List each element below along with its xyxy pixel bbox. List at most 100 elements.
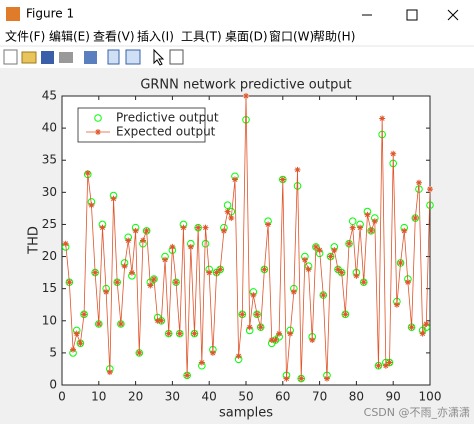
- marker: [309, 337, 316, 344]
- marker: [94, 114, 102, 122]
- marker: [95, 129, 101, 135]
- tool-property[interactable]: [169, 49, 184, 65]
- menu-item[interactable]: 帮助(H): [313, 30, 355, 44]
- tool-legend[interactable]: [125, 49, 141, 65]
- marker: [202, 224, 209, 231]
- marker: [198, 359, 205, 366]
- y-tick-label: 20: [42, 249, 57, 263]
- marker: [184, 372, 191, 379]
- marker: [279, 176, 286, 183]
- marker: [401, 227, 408, 234]
- menu-item[interactable]: 编辑(E): [49, 29, 90, 44]
- y-tick-label: 5: [49, 345, 57, 359]
- marker: [379, 115, 386, 122]
- marker: [323, 375, 330, 382]
- menu-item[interactable]: 文件(F): [5, 29, 45, 44]
- marker: [423, 320, 430, 327]
- menu-item[interactable]: 查看(V): [93, 30, 135, 44]
- marker: [382, 362, 389, 369]
- marker: [158, 317, 165, 324]
- marker: [154, 317, 161, 324]
- marker: [136, 349, 143, 356]
- marker: [294, 166, 301, 173]
- marker: [290, 288, 297, 295]
- marker: [84, 170, 91, 177]
- window-chrome: [0, 0, 474, 68]
- marker: [228, 215, 235, 222]
- marker: [206, 269, 213, 276]
- marker: [283, 375, 290, 382]
- marker: [386, 359, 393, 366]
- x-tick-label: 0: [58, 390, 66, 404]
- marker: [419, 330, 426, 337]
- menu-item[interactable]: 插入(I): [137, 30, 174, 44]
- marker: [320, 292, 327, 299]
- marker: [301, 256, 308, 263]
- x-tick-label: 80: [349, 390, 364, 404]
- marker: [338, 269, 345, 276]
- menu-item[interactable]: 窗口(W): [269, 30, 314, 44]
- marker: [128, 269, 135, 276]
- tool-new[interactable]: [3, 49, 18, 65]
- marker: [66, 279, 73, 286]
- marker: [287, 330, 294, 337]
- marker: [217, 266, 224, 273]
- marker: [331, 247, 338, 254]
- marker: [176, 330, 183, 337]
- legend-label: Expected output: [116, 125, 216, 139]
- y-tick-label: 30: [42, 185, 57, 199]
- marker: [357, 224, 364, 231]
- marker: [223, 201, 232, 209]
- marker: [95, 320, 102, 327]
- marker: [106, 369, 113, 376]
- marker: [231, 176, 238, 183]
- y-axis-label: THD: [27, 226, 42, 255]
- menu-item[interactable]: 桌面(D): [225, 30, 268, 44]
- marker: [77, 340, 84, 347]
- tool-link[interactable]: [84, 51, 97, 64]
- maximize-button[interactable]: [406, 9, 418, 21]
- marker: [121, 263, 128, 270]
- marker: [316, 247, 323, 254]
- x-axis-label: samples: [219, 406, 273, 421]
- marker: [117, 320, 124, 327]
- marker: [305, 266, 312, 273]
- tool-print[interactable]: [59, 52, 73, 63]
- marker: [397, 259, 404, 266]
- marker: [143, 227, 150, 234]
- marker: [165, 330, 172, 337]
- marker: [110, 195, 117, 202]
- marker: [427, 186, 433, 193]
- x-tick-label: 20: [128, 390, 143, 404]
- tool-open[interactable]: [21, 51, 37, 64]
- x-tick-label: 50: [238, 390, 253, 404]
- axes-area: [62, 96, 430, 385]
- y-tick-label: 45: [42, 89, 57, 103]
- chart-title: GRNN network predictive output: [140, 78, 351, 93]
- marker: [360, 279, 367, 286]
- tool-pointer[interactable]: [153, 48, 165, 66]
- marker: [353, 272, 360, 279]
- marker: [235, 353, 242, 360]
- marker: [368, 227, 375, 234]
- marker: [132, 227, 139, 234]
- marker: [412, 215, 419, 222]
- x-tick-label: 30: [165, 390, 180, 404]
- marker: [272, 337, 279, 344]
- y-tick-label: 35: [42, 153, 57, 167]
- legend-box: [77, 107, 206, 143]
- marker: [261, 266, 268, 273]
- menu-item[interactable]: 工具(T): [181, 30, 222, 44]
- tool-colorbar[interactable]: [107, 49, 120, 65]
- marker: [125, 237, 132, 244]
- marker: [195, 224, 202, 231]
- tool-save[interactable]: [41, 51, 54, 64]
- marker: [103, 288, 110, 295]
- marker: [415, 179, 422, 186]
- close-button[interactable]: [447, 9, 459, 21]
- marker: [173, 279, 180, 286]
- marker: [404, 279, 411, 286]
- x-tick-label: 40: [202, 390, 217, 404]
- marker: [151, 276, 157, 283]
